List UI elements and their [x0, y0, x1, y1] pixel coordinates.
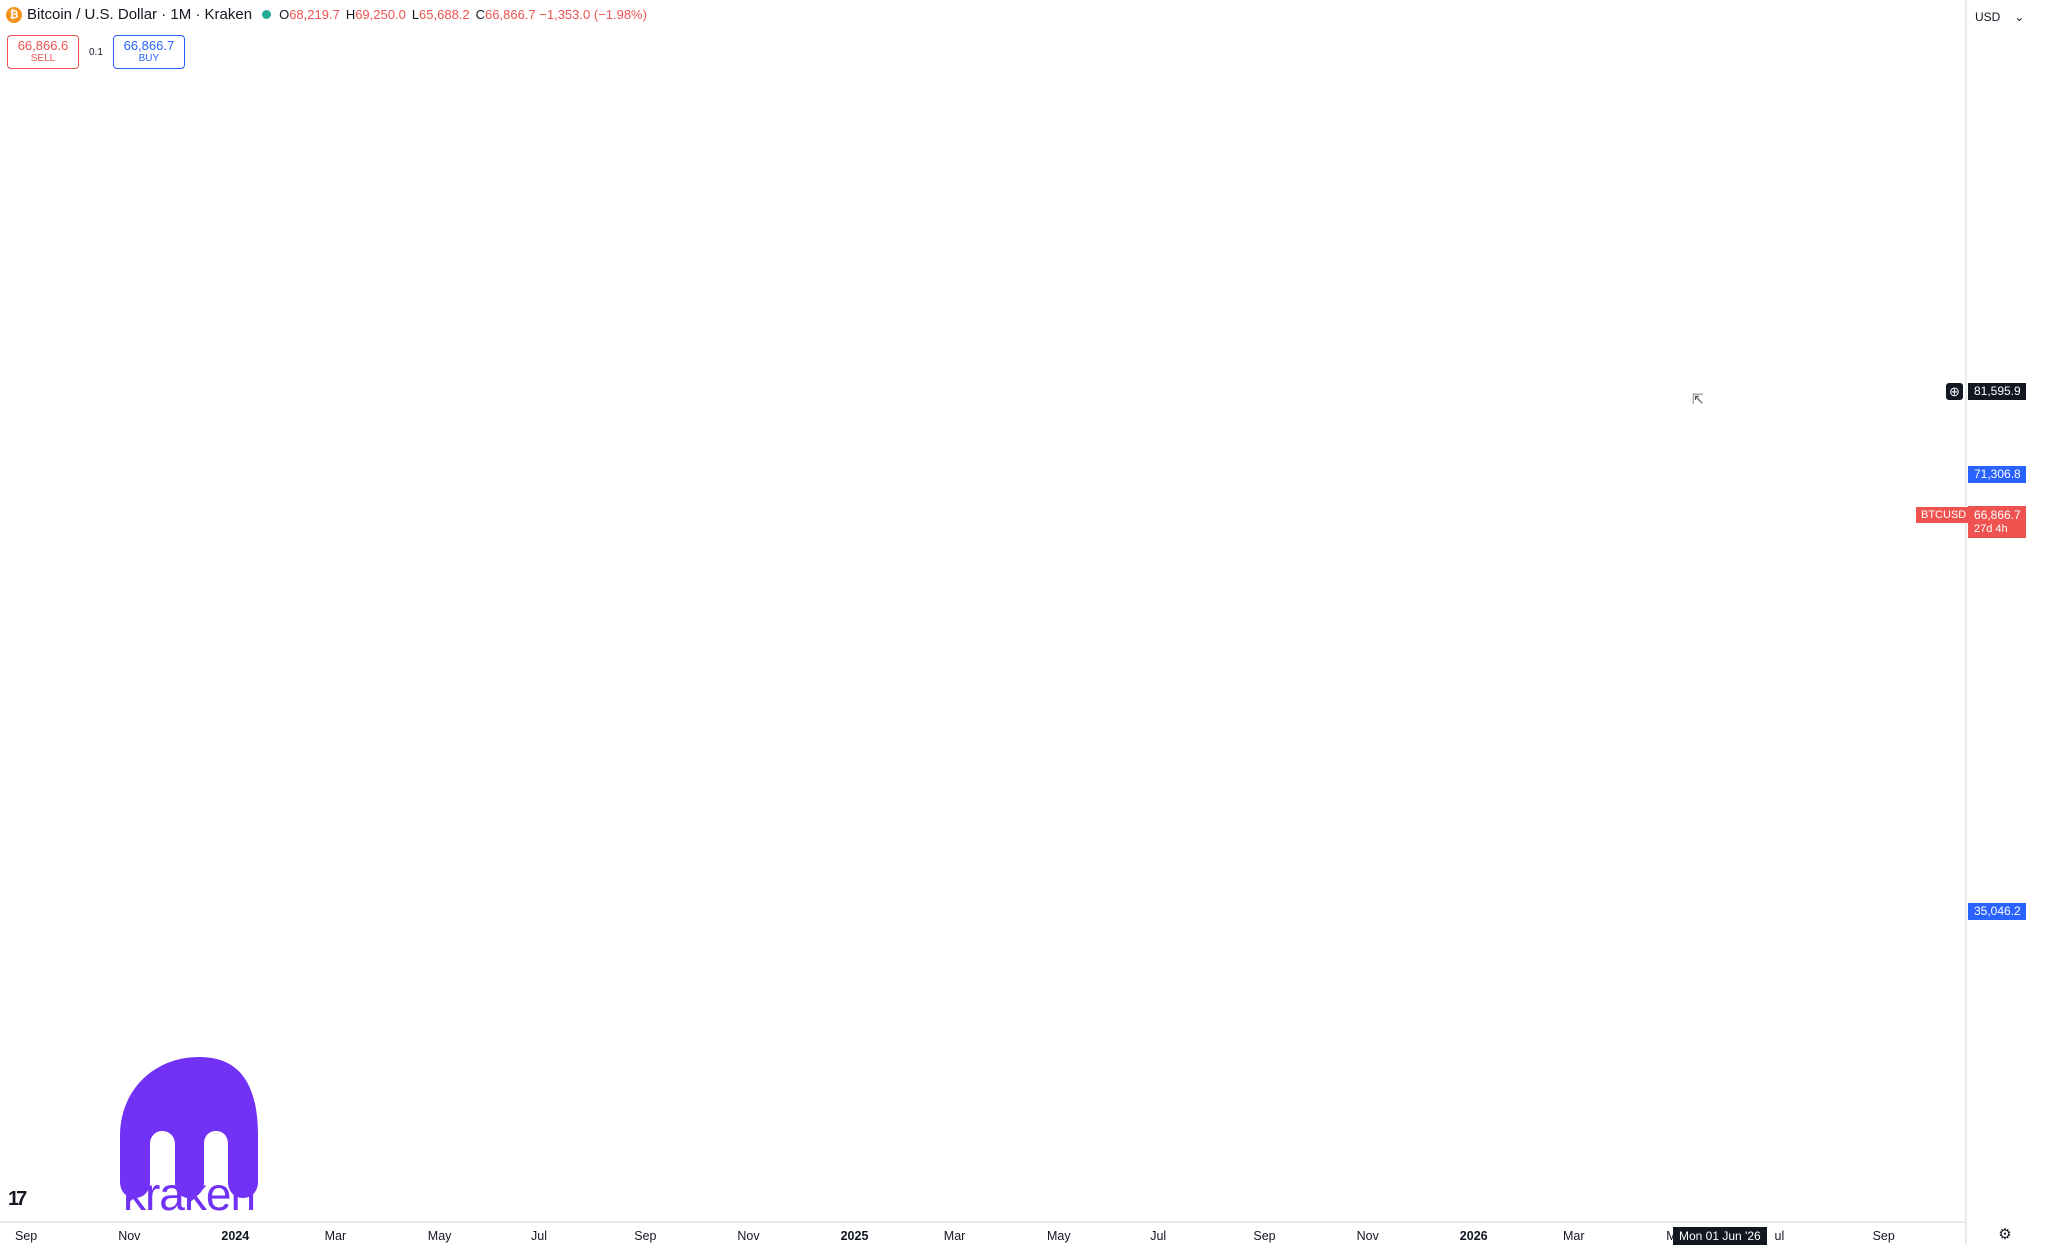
last-price-tag: 66,866.7 27d 4h [1968, 506, 2026, 538]
ohlc-low-value: 65,688.2 [419, 7, 470, 22]
ohlc-high-value: 69,250.0 [355, 7, 406, 22]
buy-label: BUY [138, 53, 160, 64]
crosshair-date-tag: Mon 01 Jun '26 [1673, 1227, 1767, 1245]
time-tick-label: May [428, 1229, 452, 1243]
time-tick-label: Jul [1150, 1229, 1166, 1243]
time-tick-label: 2024 [221, 1229, 249, 1243]
sell-button[interactable]: 66,866.6 SELL [7, 35, 79, 69]
bitcoin-icon: ₿ [6, 6, 22, 23]
trade-panel: 66,866.6 SELL 0.1 66,866.7 BUY [7, 35, 185, 69]
time-tick-label: Mar [944, 1229, 966, 1243]
time-tick-label: 2026 [1460, 1229, 1488, 1243]
kraken-wordmark: kraken [122, 1168, 256, 1220]
currency-selector[interactable]: USD ⌄ [1975, 10, 2024, 24]
chart-legend: ₿ Bitcoin / U.S. Dollar · 1M · Kraken O … [6, 6, 653, 23]
time-tick-label: Jul [531, 1229, 547, 1243]
order-quantity[interactable]: 0.1 [89, 46, 103, 58]
ohlc-close-value: 66,866.7 −1,353.0 (−1.98%) [485, 7, 647, 22]
time-tick-label: Sep [634, 1229, 656, 1243]
price-tag-resistance-high: 81,595.9 [1968, 383, 2026, 400]
time-tick-label: 2025 [841, 1229, 869, 1243]
ohlc-open-key: O [279, 7, 290, 22]
chevron-down-icon: ⌄ [2014, 10, 2025, 24]
time-tick-label: May [1047, 1229, 1071, 1243]
time-tick-label: Sep [1873, 1229, 1895, 1243]
ohlc-high-key: H [345, 7, 356, 22]
time-tick-label: Nov [737, 1229, 760, 1243]
time-axis[interactable]: Sep Nov 2024 Mar May Jul Sep Nov 2025 Mar May Jul Se… [15, 1229, 1895, 1243]
cursor-icon: ⇱ [1692, 391, 1704, 407]
time-tick-label: Sep [15, 1229, 37, 1243]
buy-button[interactable]: 66,866.7 BUY [112, 35, 185, 69]
tradingview-logo[interactable]: 17 [8, 1188, 27, 1210]
kraken-logo [120, 1057, 258, 1198]
time-tick-label: Nov [118, 1229, 141, 1243]
symbol-title[interactable]: Bitcoin / U.S. Dollar · 1M · Kraken [27, 6, 253, 23]
settings-icon[interactable]: ⚙ [1998, 1226, 2012, 1243]
ohlc-low-key: L [411, 7, 420, 22]
ohlc-close-key: C [475, 7, 486, 22]
time-tick-label: Nov [1357, 1229, 1380, 1243]
price-tag-support-low: 35,046.2 [1968, 903, 2026, 920]
sell-label: SELL [30, 53, 56, 64]
time-tick-label: Sep [1253, 1229, 1275, 1243]
price-tag-resistance-mid: 71,306.8 [1968, 466, 2026, 483]
time-tick-label: ul [1775, 1229, 1785, 1243]
last-price-value: 66,866.7 [1974, 508, 2021, 522]
bar-countdown: 27d 4h [1974, 523, 2008, 535]
time-tick-label: Mar [325, 1229, 347, 1243]
ohlc-open-value: 68,219.7 [289, 7, 340, 22]
market-open-icon [262, 10, 272, 19]
sell-price: 66,866.6 [17, 38, 69, 53]
ticker-tag: BTCUSD [1916, 507, 1972, 523]
buy-price: 66,866.7 [123, 38, 175, 53]
currency-label: USD [1975, 10, 2001, 24]
add-alert-icon[interactable]: ⊕ [1946, 383, 1963, 400]
time-tick-label: Mar [1563, 1229, 1585, 1243]
